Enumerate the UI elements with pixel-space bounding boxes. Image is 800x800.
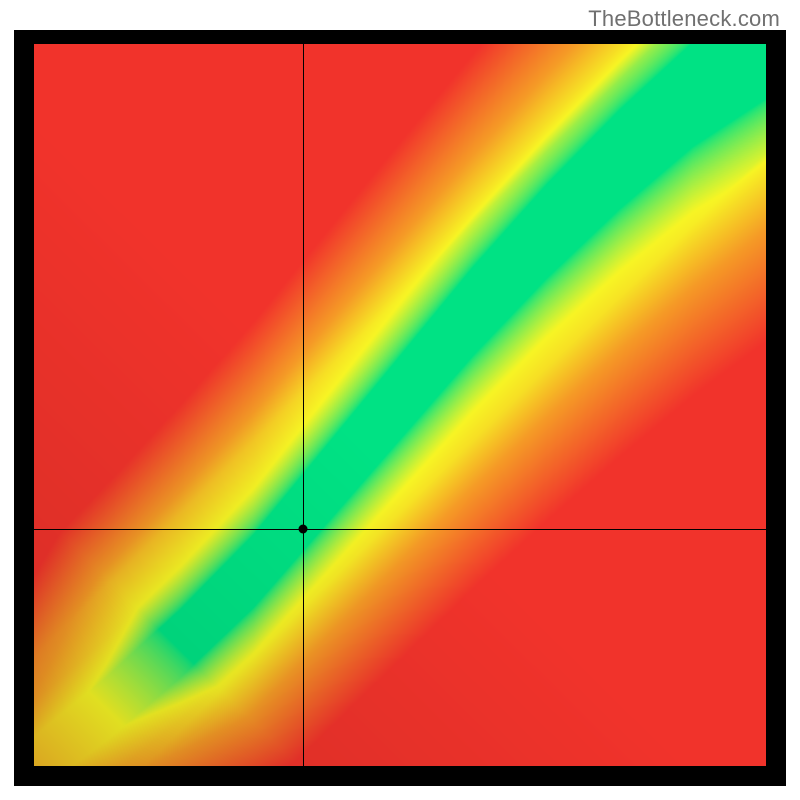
crosshair-vertical — [303, 44, 304, 766]
plot-frame — [14, 30, 786, 786]
heatmap-canvas — [34, 44, 766, 766]
crosshair-horizontal — [34, 529, 766, 530]
watermark-text: TheBottleneck.com — [588, 6, 780, 32]
plot-area — [34, 44, 766, 766]
marker-dot — [299, 525, 308, 534]
